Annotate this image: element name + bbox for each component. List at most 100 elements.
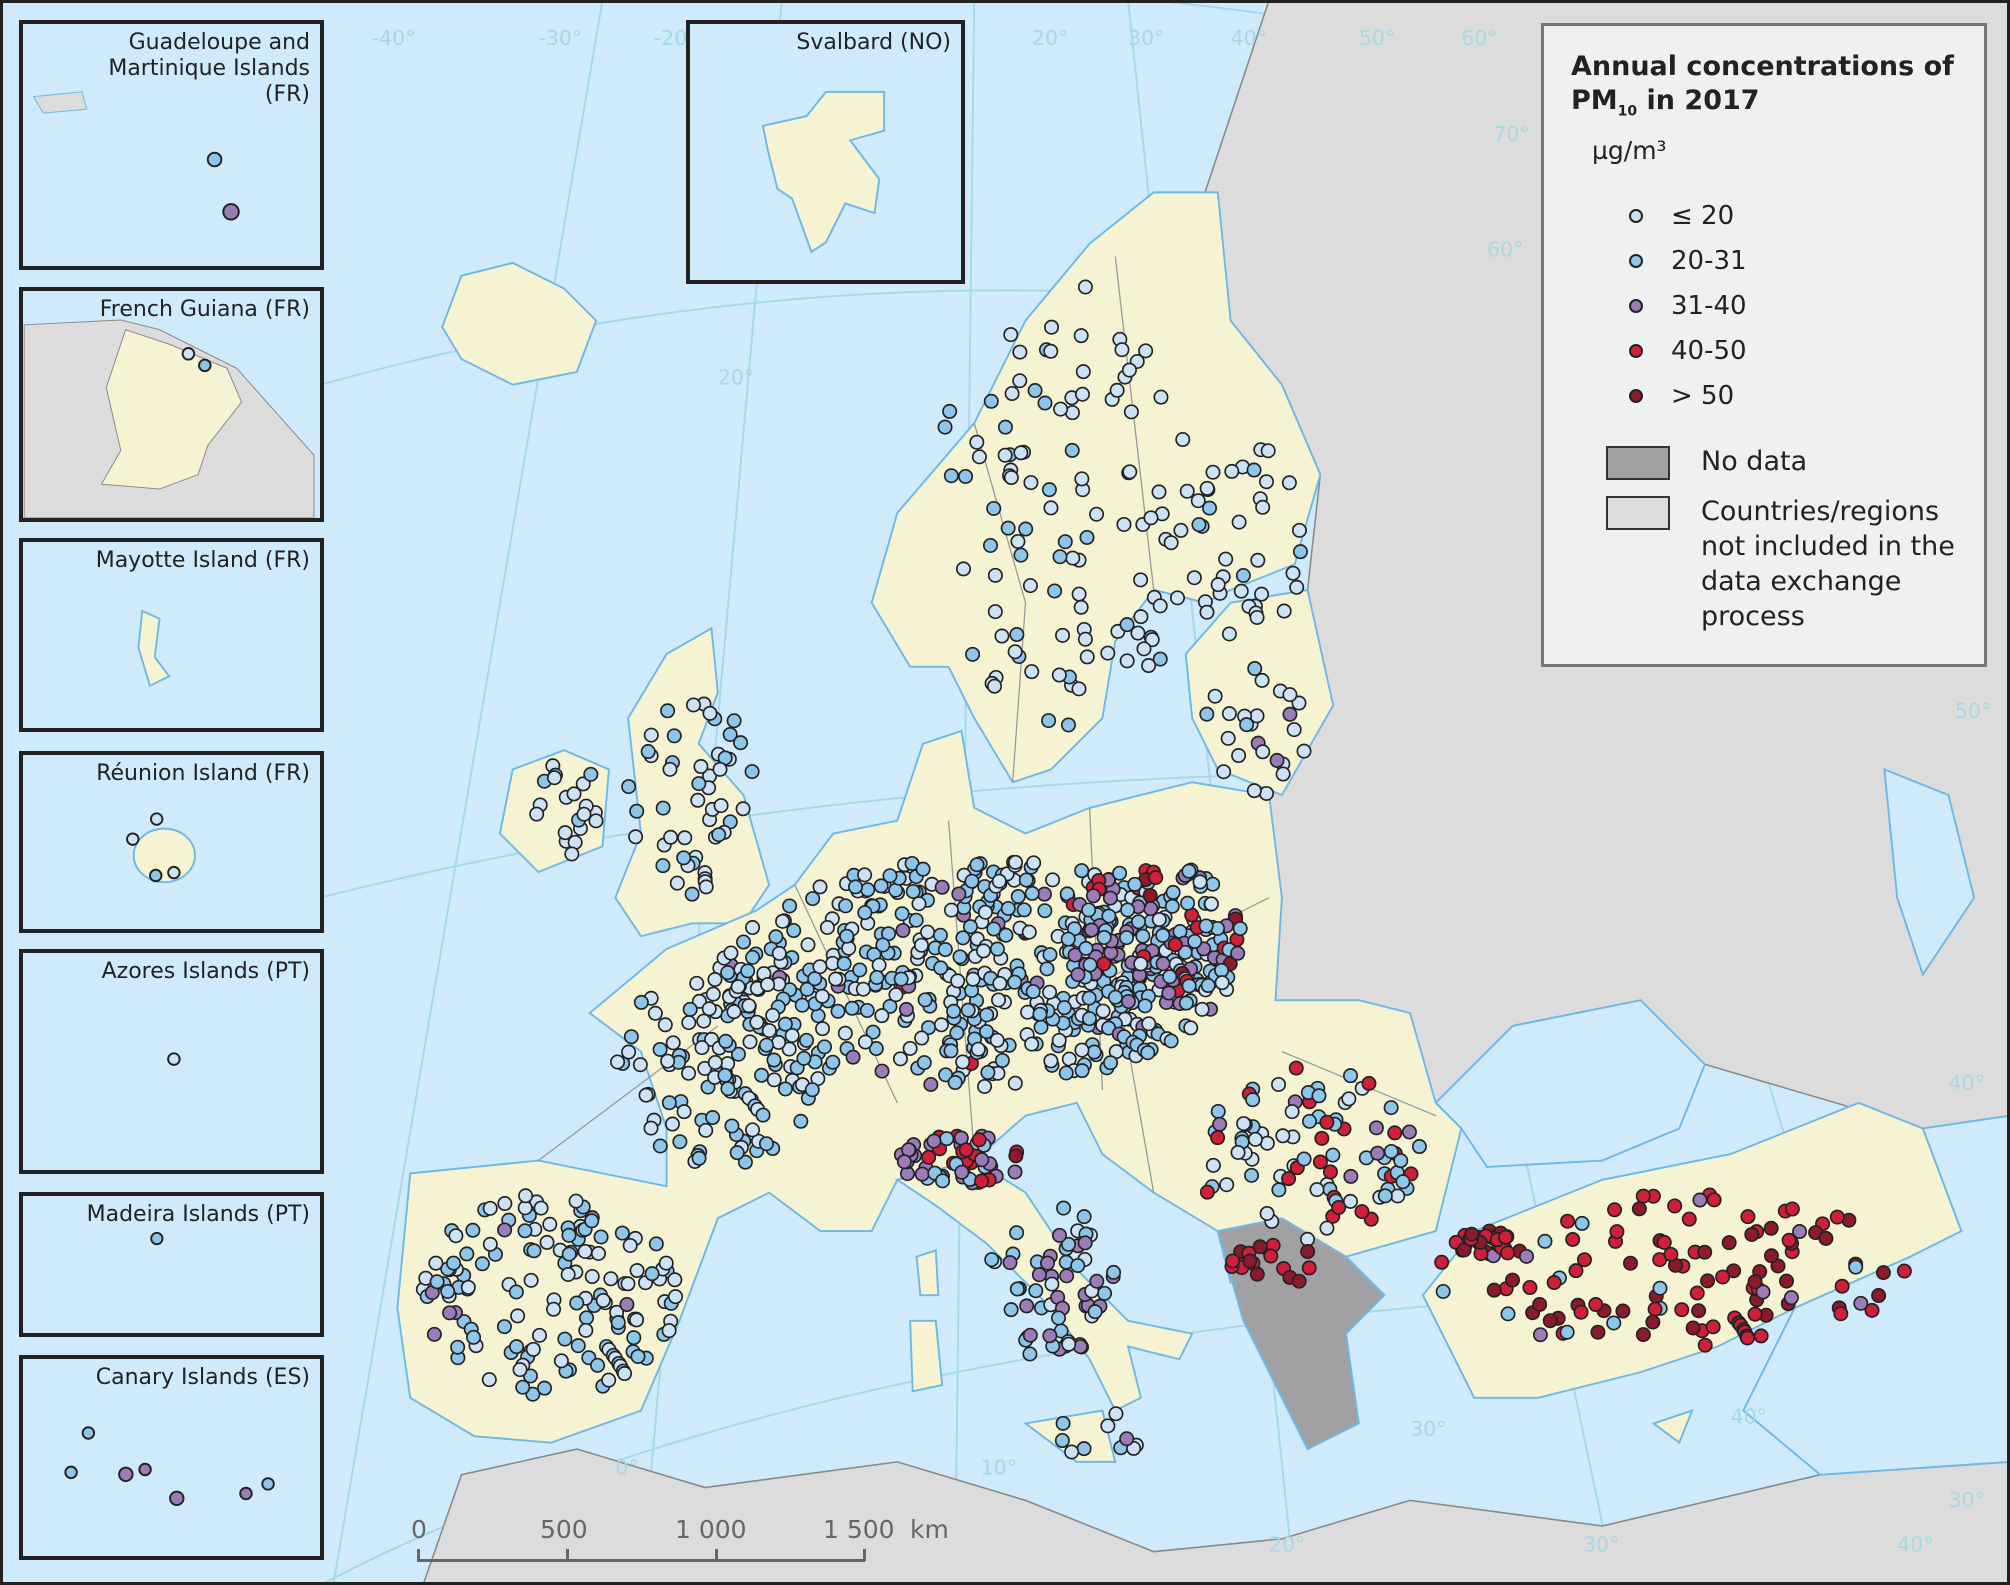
not-included-swatch — [1606, 496, 1670, 530]
inset-title: Guadeloupe and Martinique Islands (FR) — [108, 30, 310, 107]
station-marker — [1214, 975, 1230, 991]
station-marker — [1000, 900, 1016, 916]
station-marker — [638, 1087, 654, 1103]
station-marker — [1085, 888, 1101, 904]
station-marker — [857, 1034, 873, 1050]
inset-guadeloupe-martinique[interactable]: Guadeloupe and Martinique Islands (FR) — [19, 20, 324, 270]
station-marker — [971, 1132, 987, 1148]
station-marker — [1219, 1177, 1235, 1193]
station-marker — [655, 858, 671, 874]
station-marker — [1212, 1116, 1228, 1132]
station-marker — [1537, 1233, 1553, 1249]
station-marker — [1500, 1306, 1516, 1322]
station-marker — [1319, 1114, 1335, 1130]
station-marker — [660, 1053, 676, 1069]
station-marker — [1116, 516, 1132, 532]
station-marker — [1218, 551, 1234, 567]
station-marker — [1074, 471, 1090, 487]
station-marker — [1053, 401, 1069, 417]
station-marker — [564, 846, 580, 862]
station-marker — [1100, 645, 1116, 661]
station-marker — [926, 1133, 942, 1149]
station-marker — [724, 1118, 740, 1134]
station-marker — [1074, 863, 1090, 879]
station-marker — [1052, 1227, 1068, 1243]
inset-svalbard[interactable]: Svalbard (NO) — [686, 20, 965, 284]
station-marker — [844, 1000, 860, 1016]
station-marker — [1020, 1004, 1036, 1020]
station-marker — [429, 1274, 445, 1290]
station-marker — [532, 1327, 548, 1343]
inset-azores[interactable]: Azores Islands (PT) — [19, 949, 324, 1174]
station-marker — [1097, 1285, 1113, 1301]
station-marker — [766, 1072, 782, 1088]
legend-class: 40-50 — [1629, 336, 1747, 366]
station-marker — [958, 468, 974, 484]
station-marker — [1411, 1139, 1427, 1155]
station-marker — [1296, 743, 1312, 759]
station-marker — [841, 940, 857, 956]
station-marker — [691, 1150, 707, 1166]
station-marker — [1070, 1258, 1086, 1274]
station-marker — [593, 1229, 609, 1245]
station-marker — [1697, 1244, 1713, 1260]
station-marker — [1221, 626, 1237, 642]
station-marker — [1258, 785, 1274, 801]
station-marker — [869, 969, 885, 985]
station-marker — [698, 879, 714, 895]
station-marker — [1656, 1234, 1672, 1250]
station-marker — [623, 1029, 639, 1045]
station-marker — [729, 1145, 745, 1161]
inset-mayotte[interactable]: Mayotte Island (FR) — [19, 538, 324, 732]
inset-french-guiana[interactable]: French Guiana (FR) — [19, 287, 324, 522]
station-marker — [1230, 945, 1246, 961]
station-marker — [718, 1033, 734, 1049]
station-marker — [518, 1188, 534, 1204]
station-marker — [1037, 395, 1053, 411]
station-marker — [1565, 1231, 1581, 1247]
station-marker — [1180, 895, 1196, 911]
station-marker — [1022, 578, 1038, 594]
station-marker — [1663, 1246, 1679, 1262]
station-marker — [1652, 1280, 1668, 1296]
station-marker — [1123, 404, 1139, 420]
station-marker — [1205, 876, 1221, 892]
station-marker — [937, 419, 953, 435]
station-marker — [1003, 470, 1019, 486]
station-marker — [661, 1323, 677, 1339]
station-marker — [633, 994, 649, 1010]
station-marker — [984, 1252, 1000, 1268]
station-marker — [1747, 1306, 1763, 1322]
station-marker — [1456, 1242, 1472, 1258]
station-marker — [1309, 1182, 1325, 1198]
scale-tick-label: 500 — [540, 1515, 588, 1544]
station-marker — [845, 1049, 861, 1065]
graticule-label: 50° — [1359, 26, 1395, 50]
station-marker — [1078, 940, 1094, 956]
station-marker — [655, 800, 671, 816]
station-marker — [1263, 1248, 1279, 1264]
station-marker — [1281, 1171, 1297, 1187]
inset-canary[interactable]: Canary Islands (ES) — [19, 1355, 324, 1560]
station-marker — [1631, 1201, 1647, 1217]
station-marker — [755, 1107, 771, 1123]
station-marker — [1692, 1192, 1708, 1208]
station-marker — [583, 766, 599, 782]
inset-madeira[interactable]: Madeira Islands (PT) — [19, 1192, 324, 1337]
station-marker — [726, 713, 742, 729]
station-marker — [1179, 483, 1195, 499]
station-marker — [1681, 1211, 1697, 1227]
station-marker — [1853, 1295, 1869, 1311]
station-marker — [1136, 641, 1152, 657]
station-marker — [1532, 1327, 1548, 1343]
no-data-label: No data — [1701, 446, 1808, 477]
station-marker — [1079, 649, 1095, 665]
inset-title: Mayotte Island (FR) — [95, 548, 310, 573]
station-marker — [588, 813, 604, 829]
station-marker — [977, 1078, 993, 1094]
station-marker — [812, 879, 828, 895]
station-marker — [1135, 928, 1151, 944]
station-marker — [1573, 1304, 1589, 1320]
station-marker — [632, 1057, 648, 1073]
inset-reunion[interactable]: Réunion Island (FR) — [19, 751, 324, 933]
